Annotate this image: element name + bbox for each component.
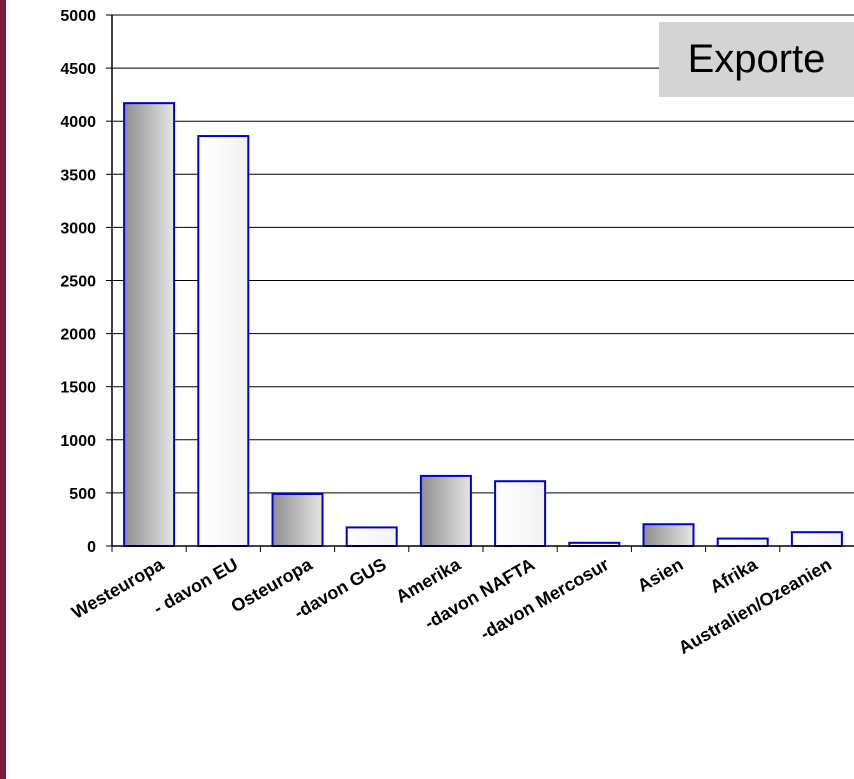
x-tick-label: - davon EU — [150, 554, 241, 618]
y-tick-labels: 0 500 1000 1500 2000 2500 3000 3500 4000 4500 5000 — [60, 8, 96, 556]
x-tick-label: Asien — [634, 554, 686, 596]
y-tick-label: 2500 — [60, 274, 96, 291]
chart-title: Exporte — [659, 22, 854, 97]
bar-3 — [271, 492, 324, 548]
y-tick-label: 3500 — [60, 167, 96, 184]
y-tick-label: 2000 — [60, 327, 96, 344]
x-tick-label: -davon Mercosur — [477, 554, 613, 644]
x-tick-label: Afrika — [707, 554, 762, 597]
bars — [123, 102, 843, 548]
y-tick-label: 4000 — [60, 114, 96, 131]
y-tick-label: 0 — [87, 539, 96, 556]
bar-2 — [197, 135, 250, 547]
bar-10 — [790, 531, 843, 547]
x-tick-label: Westeuropa — [68, 554, 168, 623]
bar-4 — [345, 526, 398, 547]
y-tick-label: 5000 — [60, 8, 96, 25]
y-tick-label: 3000 — [60, 220, 96, 237]
y-tick-label: 4500 — [60, 61, 96, 78]
bar-5 — [419, 474, 472, 547]
bar-9 — [716, 537, 769, 547]
bar-1 — [123, 102, 176, 548]
bar-6 — [494, 480, 547, 547]
bar-8 — [642, 523, 695, 548]
y-tick-label: 1000 — [60, 433, 96, 450]
y-tick-label: 1500 — [60, 380, 96, 397]
frame-border — [0, 0, 6, 779]
y-tick-label: 500 — [69, 486, 96, 503]
